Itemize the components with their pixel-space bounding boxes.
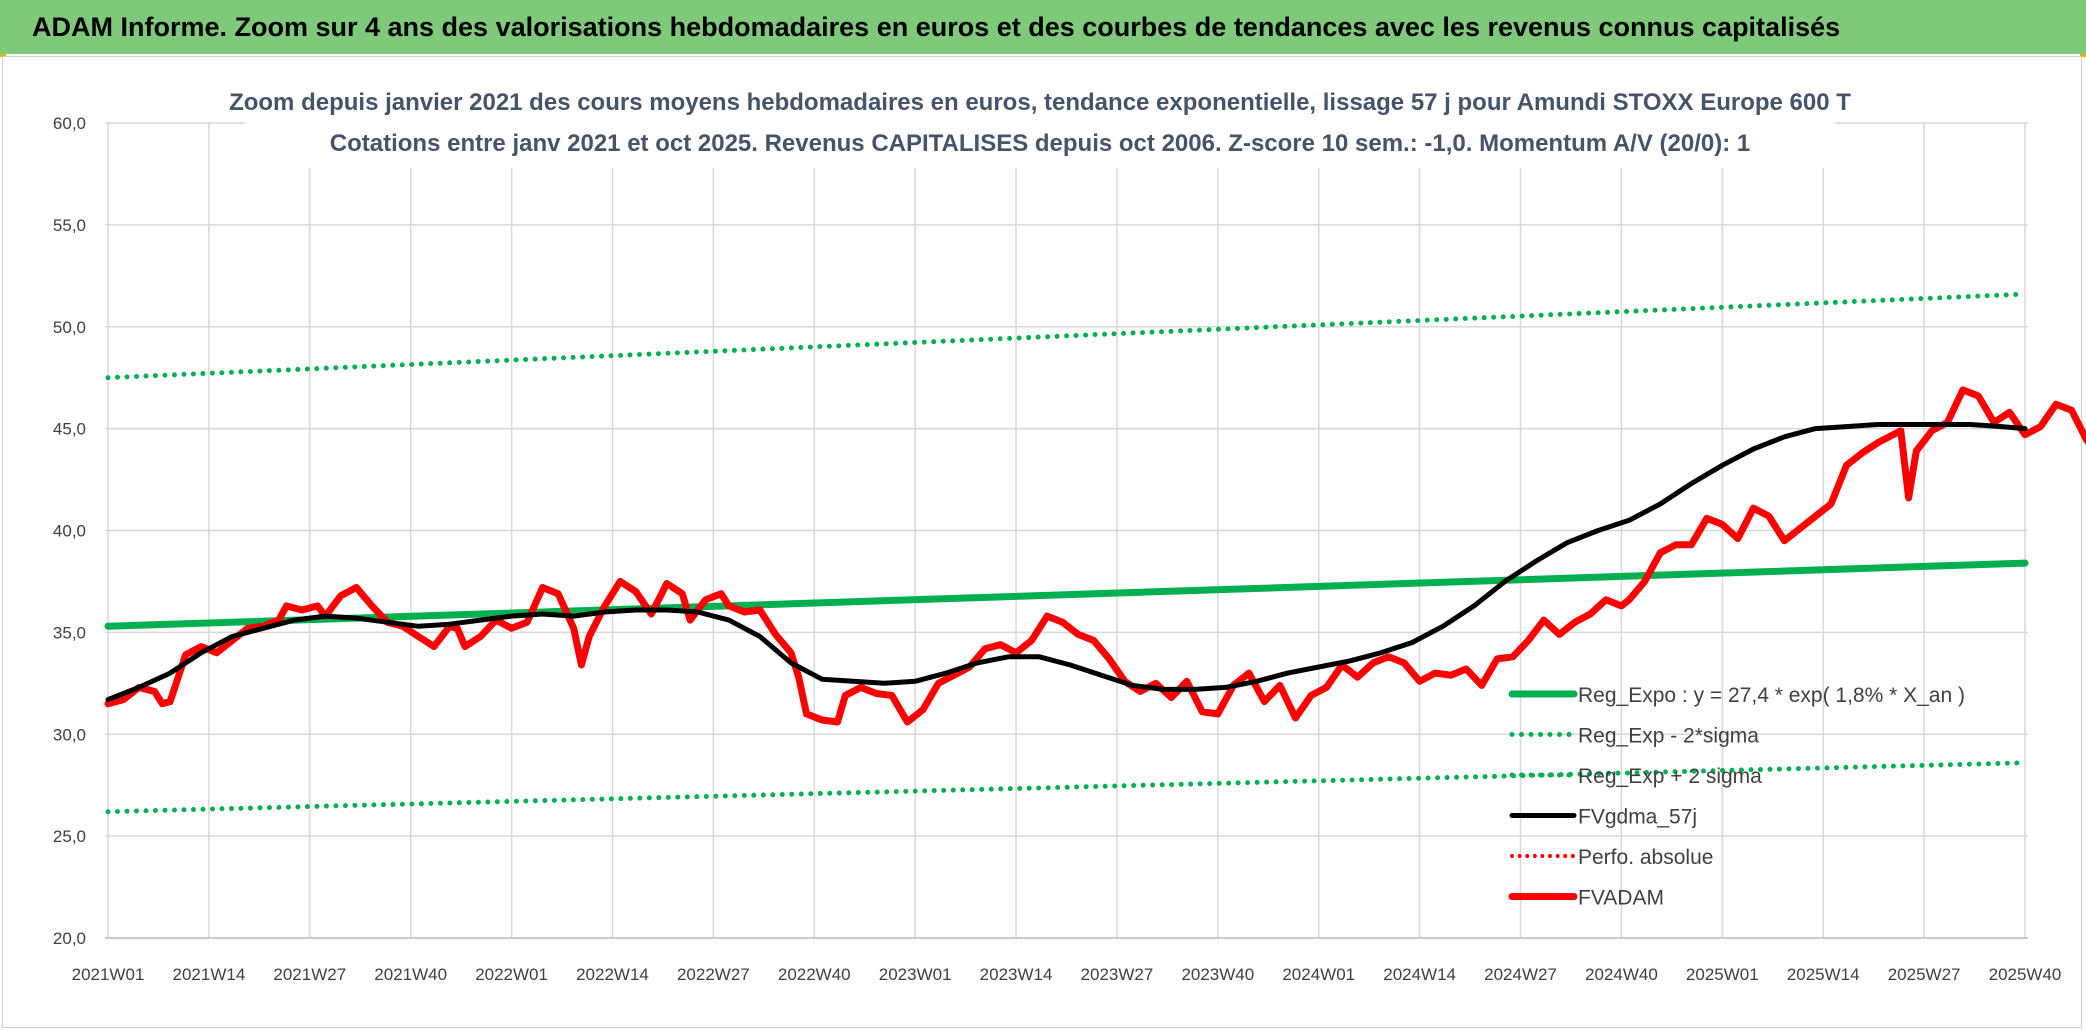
y-tick-label: 45,0: [53, 420, 86, 439]
chart-frame: [2, 56, 2082, 1028]
header-banner: ADAM Informe. Zoom sur 4 ans des valoris…: [0, 0, 2086, 54]
x-tick-label: 2024W27: [1484, 965, 1557, 984]
y-tick-label: 50,0: [53, 318, 86, 337]
x-tick-label: 2025W27: [1888, 965, 1961, 984]
series-line: [105, 291, 2028, 381]
legend-label: FVgdma_57j: [1578, 806, 1697, 829]
gold-accent-left: [0, 54, 6, 57]
legend-label: Reg_Exp - 2*sigma: [1578, 725, 1759, 748]
x-tick-label: 2021W14: [173, 965, 246, 984]
y-tick-label: 25,0: [53, 827, 86, 846]
x-tick-label: 2022W01: [475, 965, 548, 984]
x-tick-label: 2023W01: [879, 965, 952, 984]
y-tick-label: 35,0: [53, 623, 86, 642]
y-axis: 20,0 25,0 30,0 35,0 40,0 45,0 50,0 55,0 60,0: [53, 114, 86, 948]
x-tick-label: 2024W40: [1585, 965, 1658, 984]
x-tick-label: 2023W40: [1181, 965, 1254, 984]
gold-accent-right: [2080, 54, 2086, 57]
x-tick-label: 2023W27: [1081, 965, 1154, 984]
report-title: ADAM Informe. Zoom sur 4 ans des valoris…: [32, 11, 1841, 42]
title-backdrop: [245, 78, 1835, 168]
x-tick-label: 2022W40: [778, 965, 851, 984]
y-tick-label: 55,0: [53, 216, 86, 235]
x-tick-label: 2024W14: [1383, 965, 1456, 984]
y-tick-label: 30,0: [53, 725, 86, 744]
x-tick-label: 2022W27: [677, 965, 750, 984]
y-tick-label: 20,0: [53, 929, 86, 948]
series-line: [105, 422, 2028, 703]
grid: [105, 122, 2028, 939]
chart-title: Zoom depuis janvier 2021 des cours moyen…: [229, 89, 1851, 116]
x-tick-label: 2025W40: [1989, 965, 2062, 984]
series-line: [105, 760, 2028, 815]
legend-label: Reg_Expo : y = 27,4 * exp( 1,8% * X_an ): [1578, 684, 1965, 707]
x-tick-label: 2024W01: [1282, 965, 1355, 984]
legend: Reg_Expo : y = 27,4 * exp( 1,8% * X_an )…: [1508, 684, 1965, 910]
series-line: [104, 559, 2029, 630]
x-tick-label: 2022W14: [576, 965, 649, 984]
x-tick-label: 2021W40: [374, 965, 447, 984]
x-axis: 2021W01 2021W14 2021W27 2021W40 2022W01 2022W…: [72, 965, 2062, 984]
x-tick-label: 2021W01: [72, 965, 145, 984]
series-lines: [104, 291, 2086, 815]
x-tick-label: 2021W27: [273, 965, 346, 984]
series-line: [104, 386, 2086, 726]
legend-label: Reg_Exp + 2 sigma: [1578, 765, 1762, 788]
y-tick-label: 60,0: [53, 114, 86, 133]
x-tick-label: 2023W14: [980, 965, 1053, 984]
x-tick-label: 2025W14: [1787, 965, 1860, 984]
x-tick-label: 2025W01: [1686, 965, 1759, 984]
y-tick-label: 40,0: [53, 522, 86, 541]
chart-subtitle: Cotations entre janv 2021 et oct 2025. R…: [330, 130, 1750, 157]
legend-label: FVADAM: [1578, 887, 1664, 910]
legend-label: Perfo. absolue: [1578, 846, 1713, 869]
